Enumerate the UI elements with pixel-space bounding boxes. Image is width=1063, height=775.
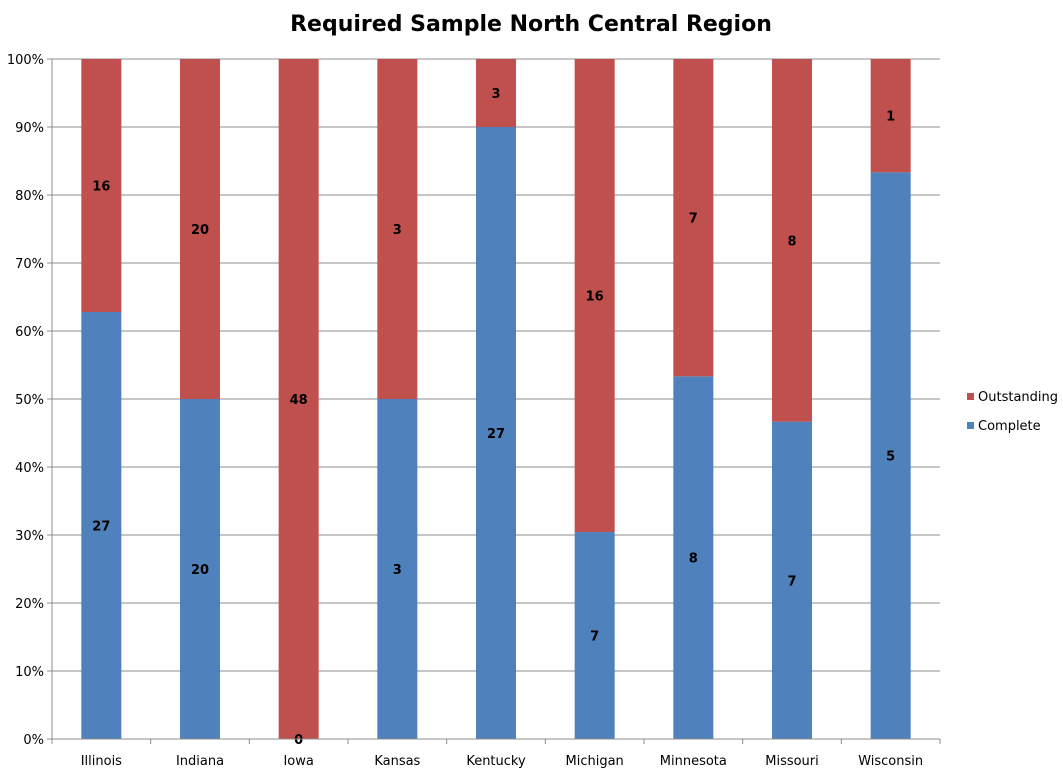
bars — [81, 59, 911, 740]
y-tick-label: 60% — [15, 325, 44, 340]
bar-complete-kentucky — [476, 127, 516, 739]
bar-complete-wisconsin — [870, 172, 911, 740]
data-label-complete: 3 — [393, 563, 402, 578]
data-label-outstanding: 8 — [787, 234, 796, 249]
data-label-complete: 5 — [886, 450, 895, 465]
x-tick-label: Indiana — [176, 754, 224, 769]
legend-label-complete: Complete — [978, 419, 1041, 434]
bar-outstanding-missouri — [772, 59, 812, 422]
data-label-outstanding: 3 — [393, 223, 402, 238]
bar-outstanding-kentucky — [476, 59, 516, 127]
x-tick-label: Missouri — [765, 754, 819, 769]
bar-outstanding-indiana — [180, 59, 220, 399]
data-label-complete: 20 — [191, 563, 209, 578]
bar-outstanding-illinois — [81, 59, 122, 313]
x-axis: Illinois Indiana Iowa Kansas Kentucky Michiga… — [51, 59, 941, 769]
x-tick-label: Michigan — [566, 754, 624, 769]
bar-complete-indiana — [180, 399, 220, 739]
data-label-complete: 8 — [689, 552, 698, 567]
bar-outstanding-kansas — [377, 59, 418, 399]
bar-outstanding-iowa — [278, 59, 319, 739]
y-tick-label: 30% — [15, 529, 44, 544]
bar-complete-minnesota — [673, 376, 714, 739]
data-label-complete: 7 — [787, 574, 796, 589]
data-label-outstanding: 20 — [191, 223, 209, 238]
bar-complete-illinois — [81, 312, 122, 739]
legend-swatch-outstanding — [967, 393, 974, 400]
y-tick-label: 70% — [15, 257, 44, 272]
chart-title: Required Sample North Central Region — [290, 12, 772, 37]
legend-label-outstanding: Outstanding — [978, 390, 1058, 405]
y-axis-ticks: 0% 10% 20% 30% 40% 50% 60% 70% 80% 90% 100% — [7, 53, 52, 748]
data-label-complete: 0 — [294, 733, 303, 748]
y-tick-label: 50% — [15, 393, 44, 408]
x-tick-label: Wisconsin — [858, 754, 923, 769]
data-labels: 27 16 20 20 0 48 3 3 27 3 7 16 8 7 7 8 5 1 — [92, 87, 895, 748]
y-tick-label: 40% — [15, 461, 44, 476]
bar-outstanding-wisconsin — [870, 59, 911, 173]
y-tick-label: 20% — [15, 597, 44, 612]
bar-outstanding-minnesota — [673, 59, 714, 377]
data-label-outstanding: 7 — [689, 212, 698, 227]
data-label-outstanding: 1 — [886, 110, 895, 125]
x-tick-label: Kansas — [374, 754, 420, 769]
x-tick-label: Illinois — [81, 754, 122, 769]
x-tick-label: Kentucky — [466, 754, 526, 769]
y-tick-label: 100% — [7, 53, 44, 68]
data-label-complete: 27 — [92, 520, 110, 535]
bar-complete-michigan — [574, 532, 615, 739]
data-label-outstanding: 3 — [491, 87, 500, 102]
x-tick-label: Minnesota — [660, 754, 727, 769]
data-label-complete: 7 — [590, 630, 599, 645]
data-label-outstanding: 48 — [290, 393, 308, 408]
data-label-outstanding: 16 — [92, 180, 110, 195]
data-label-complete: 27 — [487, 427, 505, 442]
y-tick-label: 90% — [15, 121, 44, 136]
bar-complete-kansas — [377, 399, 418, 739]
x-tick-label: Iowa — [283, 754, 313, 769]
data-label-outstanding: 16 — [586, 290, 604, 305]
bar-outstanding-michigan — [574, 59, 615, 533]
legend-swatch-complete — [967, 422, 974, 429]
y-tick-label: 10% — [15, 665, 44, 680]
legend: Outstanding Complete — [967, 390, 1058, 434]
y-tick-label: 80% — [15, 189, 44, 204]
y-tick-label: 0% — [23, 733, 44, 748]
bar-complete-missouri — [772, 421, 812, 739]
